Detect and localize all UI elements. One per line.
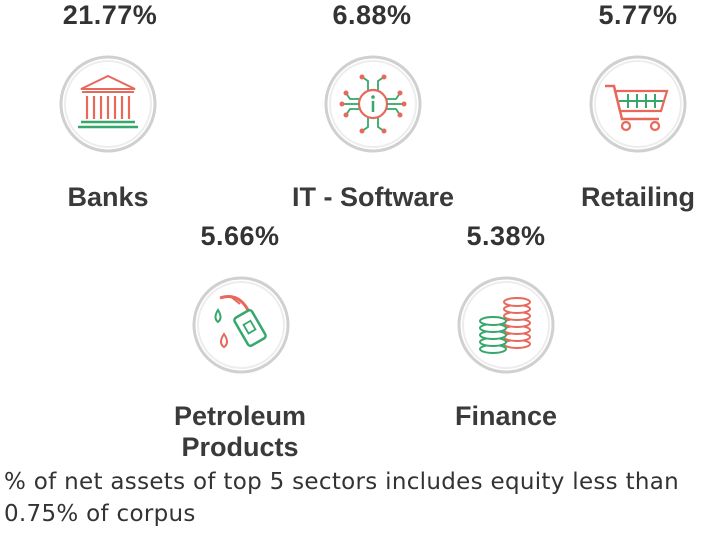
it-software-label: IT - Software: [291, 182, 454, 212]
finance-percent: 5.38%: [466, 221, 546, 251]
petroleum-label-line2: Products: [181, 432, 299, 462]
petroleum-label-line1: Petroleum: [173, 401, 307, 431]
petroleum-products-percent: 5.66%: [200, 221, 280, 251]
footnote: % of net assets of top 5 sectors include…: [4, 469, 680, 527]
petroleum-products-label: Petroleum Products: [150, 401, 330, 463]
circuit-chip-icon: [322, 53, 424, 155]
it-software-percent: 6.88%: [332, 0, 412, 30]
bank-building-icon: [57, 53, 159, 155]
banks-label: Banks: [67, 182, 149, 212]
finance-label: Finance: [454, 401, 558, 431]
shopping-cart-icon: [587, 53, 689, 155]
banks-percent: 21.77%: [62, 0, 158, 30]
fuel-nozzle-icon: [190, 274, 292, 376]
retailing-percent: 5.77%: [598, 0, 678, 30]
retailing-label: Retailing: [580, 182, 695, 212]
coin-stacks-icon: [455, 274, 557, 376]
